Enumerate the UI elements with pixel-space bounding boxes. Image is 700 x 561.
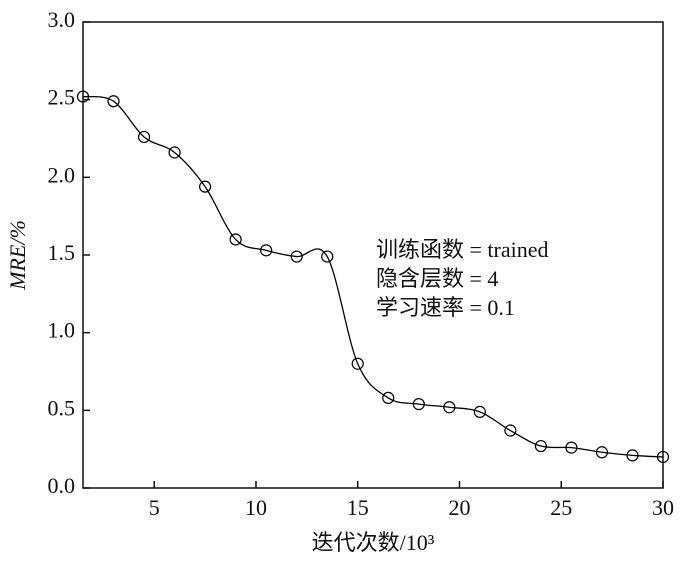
data-point (534, 439, 547, 453)
data-point (351, 357, 364, 370)
y-tick-label: 3.0 (48, 7, 76, 32)
data-point (168, 146, 181, 159)
data-point (107, 95, 120, 108)
data-point (137, 130, 151, 144)
data-point (595, 446, 609, 459)
data-point (290, 250, 303, 263)
x-tick-label: 20 (448, 495, 470, 520)
y-tick-label: 0.5 (48, 395, 76, 420)
x-tick-label: 15 (347, 495, 369, 520)
x-axis-label: 迭代次数/10³ (312, 530, 435, 555)
annotation: 隐含层数 = 4 (376, 266, 498, 291)
x-tick-label: 25 (550, 495, 572, 520)
x-tick-label: 30 (652, 495, 674, 520)
y-tick-label: 2.0 (48, 162, 76, 187)
x-tick-label: 10 (245, 495, 267, 520)
data-point (443, 401, 456, 414)
data-point (321, 250, 334, 263)
y-tick-label: 1.5 (48, 240, 76, 265)
data-point (504, 424, 517, 437)
x-tick-label: 5 (149, 495, 160, 520)
y-axis-label: MRE/% (5, 220, 30, 291)
data-point (229, 233, 242, 246)
data-point (260, 244, 273, 257)
data-point (565, 441, 578, 454)
y-tick-label: 2.5 (48, 85, 76, 110)
plot-frame (82, 21, 664, 489)
data-point (473, 405, 486, 418)
y-tick-label: 1.0 (48, 318, 76, 343)
data-point (412, 398, 425, 411)
data-point (382, 391, 395, 405)
annotation: 训练函数 = trained (376, 237, 549, 262)
annotation: 学习速率 = 0.1 (376, 295, 515, 320)
data-point (626, 449, 639, 462)
data-point (199, 180, 212, 193)
y-tick-label: 0.0 (48, 473, 76, 498)
data-point (656, 450, 670, 464)
data-point (76, 90, 90, 103)
